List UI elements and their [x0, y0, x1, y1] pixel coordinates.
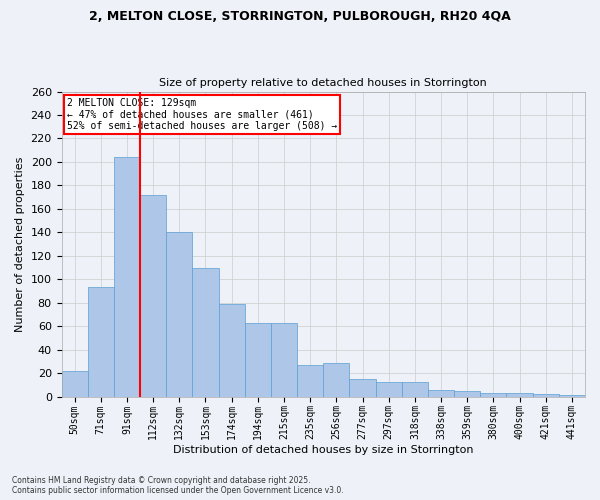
Bar: [481, 393, 506, 396]
Text: 2, MELTON CLOSE, STORRINGTON, PULBOROUGH, RH20 4QA: 2, MELTON CLOSE, STORRINGTON, PULBOROUGH…: [89, 10, 511, 23]
Bar: [428, 390, 454, 396]
Bar: [166, 232, 193, 396]
Title: Size of property relative to detached houses in Storrington: Size of property relative to detached ho…: [160, 78, 487, 88]
Bar: [376, 382, 402, 396]
Bar: [402, 382, 428, 396]
Bar: [533, 394, 559, 396]
X-axis label: Distribution of detached houses by size in Storrington: Distribution of detached houses by size …: [173, 445, 473, 455]
Bar: [271, 322, 297, 396]
Bar: [140, 195, 166, 396]
Bar: [114, 157, 140, 396]
Bar: [193, 268, 218, 396]
Bar: [297, 365, 323, 396]
Bar: [88, 288, 114, 397]
Bar: [323, 362, 349, 396]
Bar: [62, 370, 88, 396]
Bar: [454, 390, 481, 396]
Bar: [506, 393, 533, 396]
Text: Contains HM Land Registry data © Crown copyright and database right 2025.
Contai: Contains HM Land Registry data © Crown c…: [12, 476, 344, 495]
Bar: [218, 304, 245, 396]
Y-axis label: Number of detached properties: Number of detached properties: [15, 156, 25, 332]
Bar: [349, 379, 376, 396]
Bar: [245, 322, 271, 396]
Text: 2 MELTON CLOSE: 129sqm
← 47% of detached houses are smaller (461)
52% of semi-de: 2 MELTON CLOSE: 129sqm ← 47% of detached…: [67, 98, 337, 131]
